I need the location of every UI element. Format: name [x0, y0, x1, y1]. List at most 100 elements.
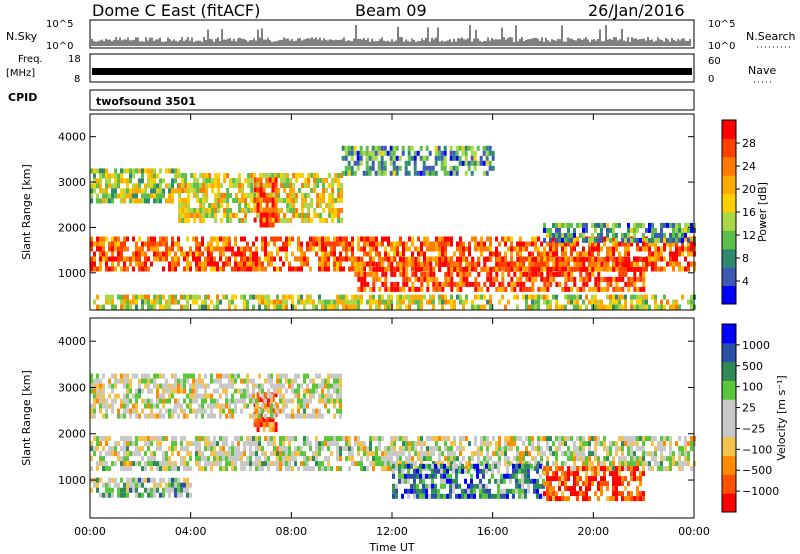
heatmap-cell	[132, 188, 135, 194]
heatmap-cell	[521, 488, 524, 494]
heatmap-cell	[204, 393, 207, 399]
heatmap-cell	[387, 461, 390, 467]
heatmap-cell	[351, 299, 354, 305]
heatmap-cell	[432, 446, 435, 452]
heatmap-cell	[413, 160, 417, 166]
heatmap-cell	[381, 299, 384, 305]
heatmap-cell	[573, 446, 576, 452]
heatmap-cell	[645, 299, 648, 305]
heatmap-cell	[156, 403, 159, 409]
heatmap-cell	[536, 483, 539, 489]
heatmap-cell	[225, 383, 228, 389]
heatmap-cell	[321, 299, 324, 305]
heatmap-cell	[369, 236, 372, 242]
heatmap-cell	[120, 487, 123, 493]
heatmap-cell	[453, 266, 457, 272]
heatmap-cell	[411, 256, 415, 262]
heatmap-cell	[627, 441, 630, 447]
heatmap-cell	[594, 471, 597, 477]
heatmap-cell	[606, 451, 609, 457]
heatmap-cell	[261, 299, 264, 305]
heatmap-cell	[276, 266, 279, 272]
heatmap-cell	[600, 476, 603, 482]
heatmap-cell	[306, 246, 309, 252]
heatmap-cell	[168, 477, 171, 483]
heatmap-cell	[570, 294, 573, 300]
heatmap-cell	[570, 246, 573, 252]
heatmap-cell	[477, 461, 480, 467]
heatmap-cell	[621, 266, 625, 272]
heatmap-cell	[214, 193, 218, 198]
heatmap-cell	[450, 236, 453, 242]
heatmap-cell	[621, 491, 624, 497]
heatmap-cell	[150, 178, 153, 184]
heatmap-cell	[228, 246, 231, 252]
heatmap-cell	[381, 461, 384, 467]
heatmap-cell	[401, 493, 404, 499]
heatmap-cell	[177, 378, 180, 384]
heatmap-cell	[253, 217, 257, 223]
heatmap-cell	[588, 466, 591, 472]
heatmap-cell	[645, 227, 648, 233]
heatmap-cell	[159, 413, 162, 419]
heatmap-cell	[368, 155, 372, 161]
heatmap-cell	[258, 304, 261, 310]
heatmap-cell	[102, 393, 105, 399]
heatmap-cell	[93, 446, 96, 452]
heatmap-cell	[339, 451, 342, 457]
heatmap-cell	[470, 155, 474, 161]
heatmap-cell	[609, 451, 612, 457]
heatmap-cell	[141, 477, 144, 483]
heatmap-cell	[162, 461, 165, 467]
heatmap-cell	[579, 276, 583, 282]
heatmap-cell	[606, 227, 609, 233]
heatmap-cell	[211, 183, 215, 188]
heatmap-cell	[339, 446, 342, 452]
heatmap-cell	[462, 304, 465, 310]
heatmap-cell	[102, 383, 105, 389]
heatmap-cell	[425, 483, 428, 489]
heatmap-cell	[208, 183, 212, 188]
heatmap-cell	[633, 294, 636, 300]
heatmap-cell	[369, 436, 372, 442]
heatmap-cell	[165, 383, 168, 389]
heatmap-cell	[428, 170, 432, 176]
heatmap-cell	[456, 246, 459, 252]
heatmap-cell	[336, 441, 339, 447]
heatmap-cell	[522, 246, 525, 252]
date-label: 26/Jan/2016	[588, 1, 685, 20]
heatmap-cell	[369, 304, 372, 310]
heatmap-cell	[303, 261, 306, 267]
heatmap-cell	[99, 398, 102, 404]
heatmap-cell	[407, 150, 411, 156]
heatmap-cell	[117, 256, 120, 262]
heatmap-cell	[225, 403, 228, 409]
heatmap-cell	[243, 304, 246, 310]
heatmap-cell	[123, 451, 126, 457]
heatmap-cell	[162, 477, 165, 483]
heatmap-cell	[138, 178, 141, 184]
heatmap-cell	[449, 473, 452, 479]
heatmap-cell	[459, 286, 463, 292]
heatmap-cell	[99, 456, 102, 462]
heatmap-cell	[654, 299, 657, 305]
heatmap-cell	[337, 213, 341, 218]
heatmap-cell	[528, 256, 532, 262]
heatmap-cell	[483, 304, 486, 310]
heatmap-cell	[612, 241, 615, 247]
heatmap-cell	[534, 256, 538, 262]
heatmap-cell	[237, 246, 240, 252]
heatmap-cell	[306, 456, 309, 462]
heatmap-cell	[396, 286, 400, 292]
heatmap-cell	[576, 466, 579, 472]
heatmap-cell	[443, 493, 446, 499]
heatmap-cell	[633, 456, 636, 462]
heatmap-cell	[356, 160, 360, 166]
heatmap-cell	[247, 178, 251, 183]
heatmap-cell	[660, 466, 663, 472]
heatmap-cell	[522, 286, 526, 292]
heatmap-cell	[99, 246, 102, 252]
heatmap-cell	[114, 178, 117, 184]
heatmap-cell	[316, 213, 320, 218]
heatmap-cell	[108, 178, 111, 184]
